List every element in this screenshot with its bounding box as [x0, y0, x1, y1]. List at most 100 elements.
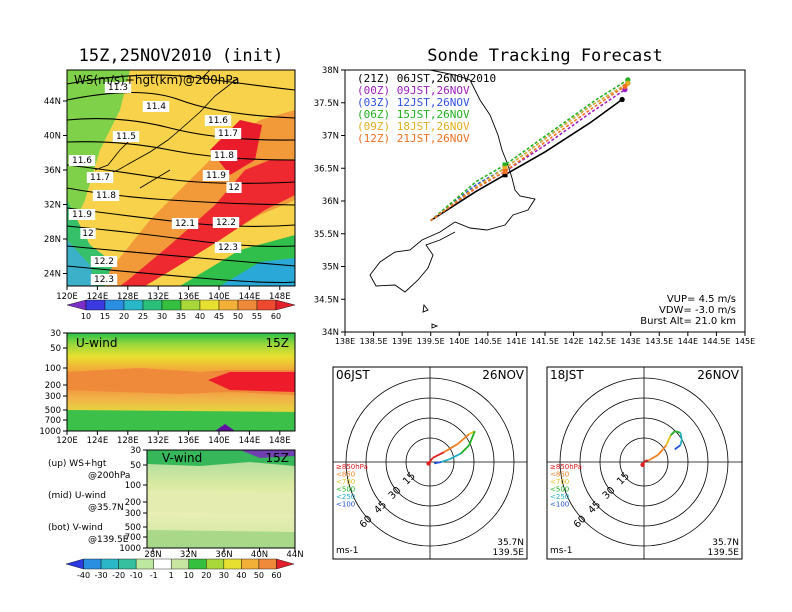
v-colorbar-cell	[65, 558, 84, 570]
hodo-legend-entry: <700	[550, 478, 569, 486]
ws-colorbar-cell	[218, 299, 239, 311]
map-param: VDW= -3.0 m/s	[659, 305, 736, 316]
note-line-b: @35.7N	[88, 503, 124, 513]
ws-contour-label-bg	[92, 190, 120, 201]
u-p-label: 500	[45, 406, 61, 416]
note-line-b: @139.5E	[88, 535, 129, 545]
u-p-label: 200	[45, 381, 61, 391]
ws-contour-label-bg	[68, 209, 96, 220]
u-panel-label: U-wind	[76, 336, 117, 350]
v-colorbar-cell	[276, 558, 295, 570]
ws-colorbar-cell	[142, 299, 163, 311]
map-lat-label: 38N	[322, 66, 339, 76]
japan-coast	[94, 70, 239, 189]
u-lon-ticks: 120E 124E 128E 132E 136E 140E 144E 148E	[56, 431, 291, 446]
ws-contour-label-bg	[226, 182, 242, 193]
v-colorbar-label: -10	[130, 571, 143, 580]
map-legend-entry: (21Z) 06JST,26NOV2010	[357, 72, 496, 85]
u-panel	[67, 333, 295, 431]
map-lon-label: 140E	[449, 337, 469, 346]
hodo-trace-segment	[460, 444, 470, 455]
v-colorbar-cell	[258, 558, 277, 570]
v-colorbar-cell	[118, 558, 137, 570]
map-lon-label: 142.5E	[588, 337, 616, 346]
track-map	[345, 70, 745, 332]
hodo-legend-entry: <250	[550, 493, 569, 501]
ws-contour-label: 11.6	[208, 116, 228, 126]
map-lon-label: 139.5E	[417, 337, 445, 346]
ws-colorbar-label: 50	[233, 312, 243, 321]
track-line	[430, 85, 626, 222]
map-lon-label: 141.5E	[531, 337, 559, 346]
hodo-trace-segment	[449, 452, 462, 461]
track-line	[430, 79, 629, 222]
map-lon-label: 141E	[506, 337, 526, 346]
right-title: Sonde Tracking Forecast	[427, 46, 662, 66]
map-lat-label: 37.5N	[314, 99, 339, 109]
v-lat-label: 36N	[215, 550, 232, 560]
track-end-point	[619, 96, 625, 103]
u-lon-label: 128E	[117, 436, 139, 446]
ws-contour-label: 12.2	[94, 257, 114, 267]
u-lon-label: 124E	[87, 436, 109, 446]
ws-colorbar-cell	[123, 299, 144, 311]
v-colorbar-label: 50	[254, 571, 264, 580]
hodo-legend-entry: ≥850hPa	[550, 463, 582, 471]
v-colorbar-label: -40	[77, 571, 90, 580]
v-lat-ticks: 28N 32N 36N 40N 44N	[144, 548, 304, 560]
ws-lon-ticks: 120E 124E 128E 132E 136E 140E 144E 148E	[56, 286, 291, 302]
ws-contour-label-bg	[214, 242, 242, 253]
v-colorbar-label: -30	[95, 571, 108, 580]
ws-contour-label-bg	[214, 128, 242, 139]
map-legend-entry: (06Z) 15JST,26NOV	[357, 108, 470, 121]
u-max	[208, 372, 295, 392]
map-lon-label: 139E	[392, 337, 412, 346]
v-lat-label: 32N	[180, 550, 197, 560]
track-end-point	[622, 83, 628, 89]
map-legend: (21Z) 06JST,26NOV2010(00Z) 09JST,26NOV(0…	[357, 72, 496, 145]
ws-lon-label: 136E	[178, 292, 200, 302]
v-p-label: 100	[125, 481, 141, 491]
ws-colorbar-cell	[275, 299, 296, 311]
note-line-a: (mid) U-wind	[48, 491, 106, 501]
track-lines	[430, 77, 631, 222]
u-p-label: 300	[45, 392, 61, 402]
u-p-label: 30	[50, 329, 61, 339]
hodo-legend-entry: <250	[336, 493, 355, 501]
ws-colorbar-label: 55	[252, 312, 262, 321]
ws-colorbar-cell	[161, 299, 182, 311]
ws-lat-label: 44N	[44, 97, 61, 107]
hodo-legend-entry: <850	[336, 471, 355, 479]
map-lon-label: 142E	[563, 337, 583, 346]
v-p-label: 200	[125, 498, 141, 508]
ws-colorbar-cell	[199, 299, 220, 311]
hodo-trace-segment	[647, 454, 659, 462]
u-terrain	[215, 424, 235, 431]
hodo-trace-segment	[468, 430, 476, 446]
map-lon-label: 145E	[735, 337, 755, 346]
hodo-trace-segment	[679, 432, 683, 440]
ws-lat-ticks: 44N 40N 36N 32N 28N 24N	[44, 97, 67, 280]
hodo-unit: ms-1	[336, 546, 358, 556]
map-lon-label: 138E	[335, 337, 355, 346]
ws-panel-label: WS(m/s)+hgt(km)@200hPa	[74, 73, 239, 87]
v-colorbar-cell	[171, 558, 189, 570]
note-line-a: (up) WS+hgt	[48, 459, 107, 469]
ws-contour-label-bg	[210, 150, 238, 161]
v-colorbar-cell	[188, 558, 207, 570]
ws-colorbar-cell	[180, 299, 201, 311]
map-lon-label: 143.5E	[645, 337, 673, 346]
u-p-label: 100	[45, 364, 61, 374]
hodo-lon: 139.5E	[493, 548, 525, 558]
map-coast	[369, 70, 536, 293]
u-lon-label: 136E	[178, 436, 200, 446]
ws-lat-label: 40N	[44, 132, 61, 142]
ws-lon-label: 148E	[269, 292, 291, 302]
u-low	[67, 410, 295, 431]
ws-contour-label: 12.3	[218, 243, 238, 253]
ws-band-south2	[220, 258, 295, 286]
ws-contour-label-bg	[142, 101, 170, 112]
